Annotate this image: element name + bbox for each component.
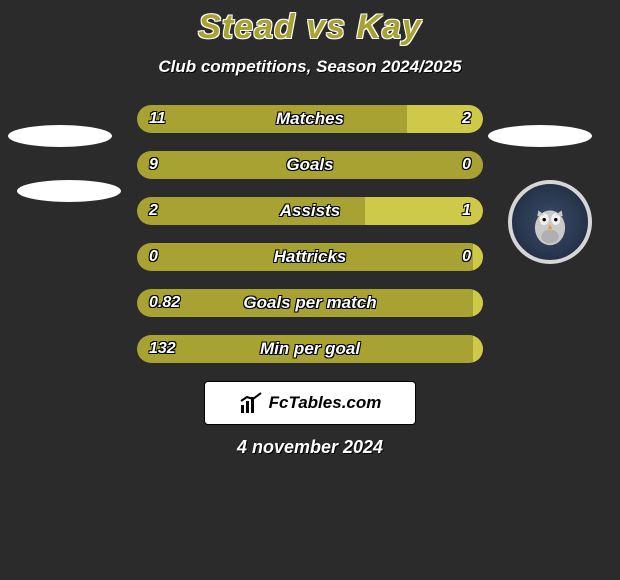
stat-bar-assists: Assists2 1 xyxy=(137,197,483,225)
comparison-bars: Matches112Goals90Assists21Hattricks00Goa… xyxy=(137,105,483,363)
owl-icon xyxy=(521,193,579,251)
bar-label: Hattricks xyxy=(137,243,483,271)
bar-left-value: 9 xyxy=(149,151,158,179)
subtitle: Club competitions, Season 2024/2025 xyxy=(0,57,620,77)
attribution-text: FcTables.com xyxy=(269,393,382,413)
bar-left-value: 11 xyxy=(149,105,166,133)
bar-left-value: 2 xyxy=(149,197,158,225)
bar-right-value: 2 xyxy=(462,105,471,133)
club-badge-right-1 xyxy=(488,125,592,147)
stat-bar-goals-per-match: Goals per match0.82 xyxy=(137,289,483,317)
bar-label: Goals xyxy=(137,151,483,179)
attribution-badge[interactable]: FcTables.com xyxy=(204,381,416,425)
bar-left-value: 0 xyxy=(149,243,158,271)
stat-bar-matches: Matches11 2 xyxy=(137,105,483,133)
stat-bar-min-per-goal: Min per goal132 xyxy=(137,335,483,363)
stat-bar-goals: Goals9 0 xyxy=(137,151,483,179)
chart-icon xyxy=(239,391,263,415)
page-title: Stead vs Kay xyxy=(0,8,620,47)
bar-left-value: 0.82 xyxy=(149,289,180,317)
bar-right-value: 1 xyxy=(462,197,471,225)
club-badge-left-2 xyxy=(17,180,121,202)
date-label: 4 november 2024 xyxy=(0,437,620,458)
bar-label: Matches xyxy=(137,105,483,133)
bar-label: Assists xyxy=(137,197,483,225)
bar-label: Goals per match xyxy=(137,289,483,317)
club-badge-left-1 xyxy=(8,125,112,147)
bar-right-value: 0 xyxy=(462,151,471,179)
club-crest-right xyxy=(508,180,592,264)
stat-bar-hattricks: Hattricks0 0 xyxy=(137,243,483,271)
bar-left-value: 132 xyxy=(149,335,176,363)
bar-right-value: 0 xyxy=(462,243,471,271)
bar-label: Min per goal xyxy=(137,335,483,363)
